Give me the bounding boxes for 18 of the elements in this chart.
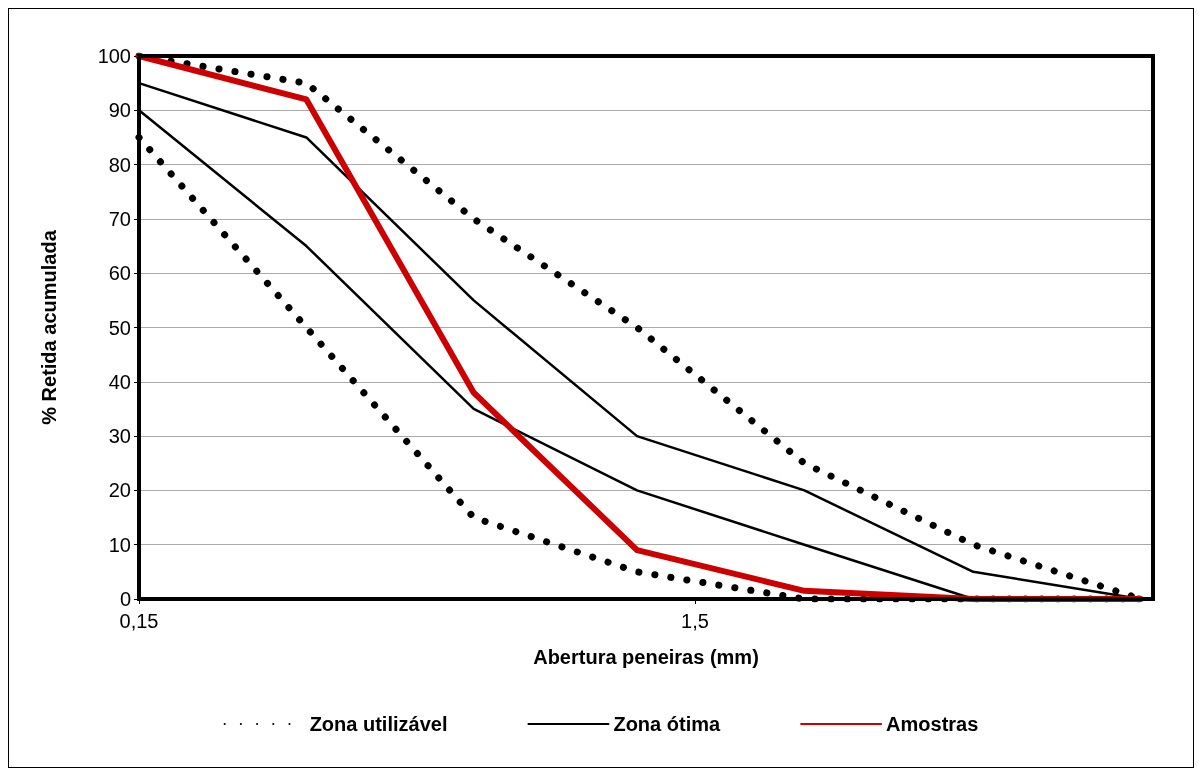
y-tick-label: 70 [108,207,131,230]
y-tick-label: 40 [108,370,131,393]
y-tick-label: 100 [97,45,131,67]
x-tick-label: 0,15 [119,610,159,632]
legend-label: Zona utilizável [309,713,448,735]
y-tick-label: 90 [108,99,131,122]
x-axis-title: Abertura peneiras (mm) [533,646,759,668]
y-tick-label: 20 [108,479,131,502]
x-tick-label: 1,5 [681,610,709,632]
y-tick-label: 50 [108,316,131,339]
y-tick-label: 60 [108,262,131,285]
legend-label: Amostras [886,713,979,735]
y-axis-title: % Retida acumulada [38,229,60,425]
y-tick-label: 0 [119,588,131,610]
legend-label: Zona ótima [613,713,721,735]
y-tick-label: 30 [108,425,131,448]
y-tick-label: 10 [108,533,131,556]
y-tick-label: 80 [108,153,131,176]
